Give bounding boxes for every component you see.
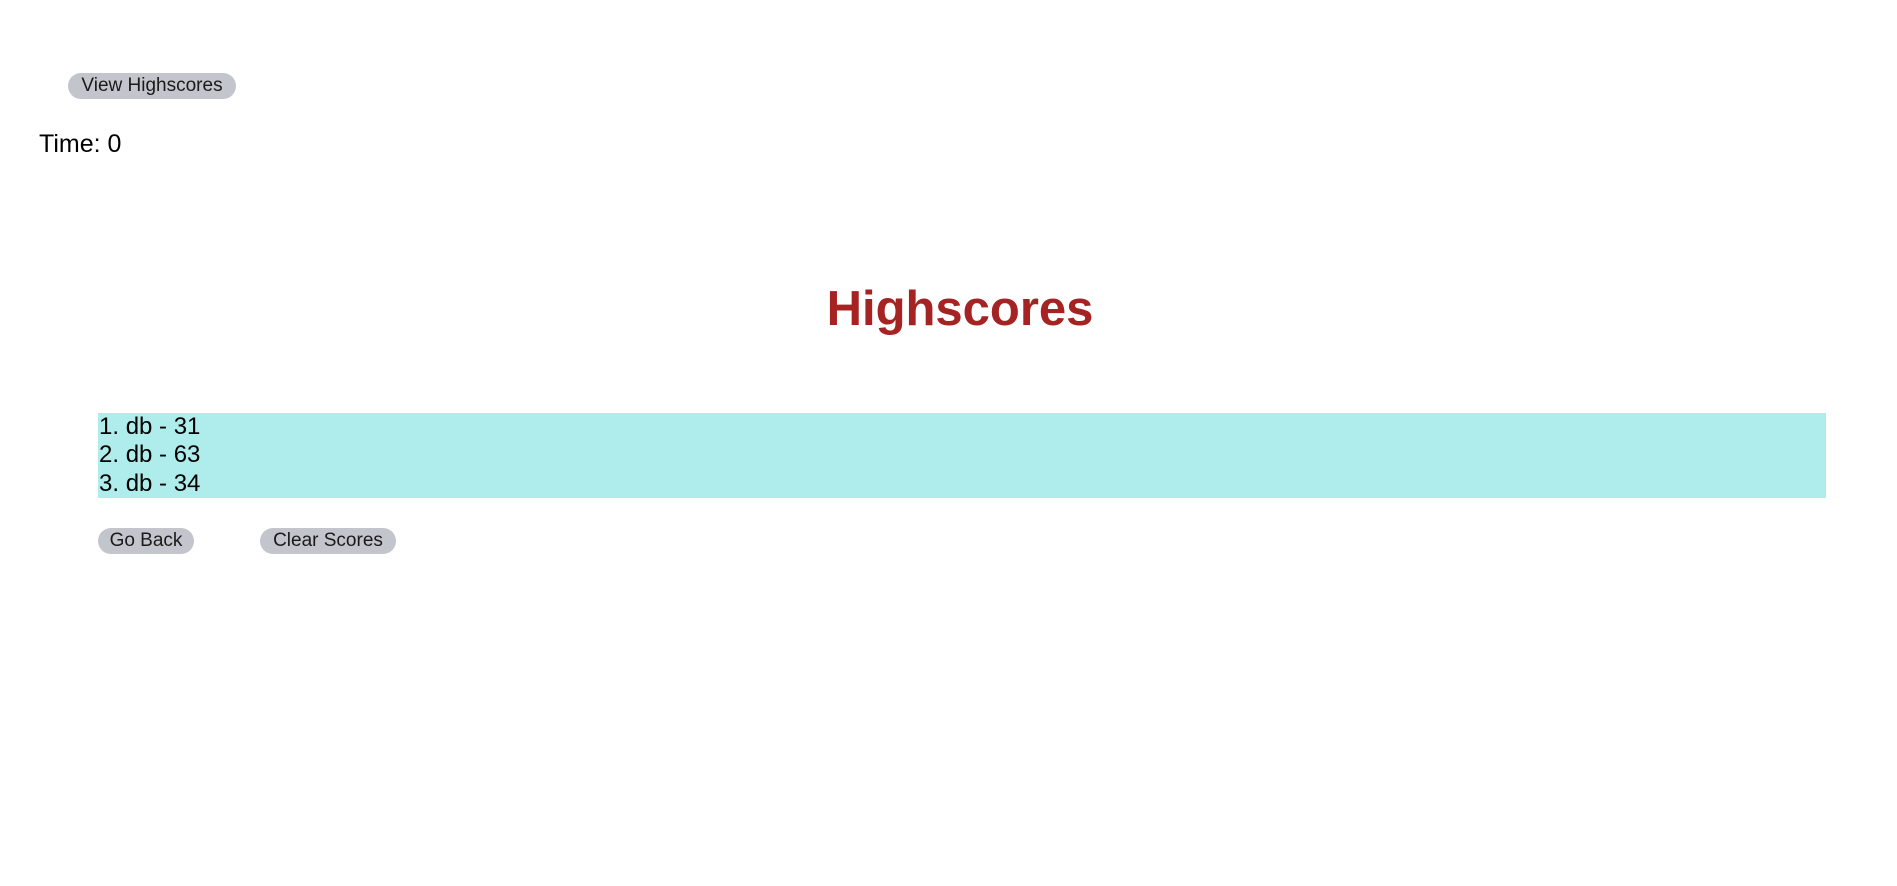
score-entry: db - 63 (125, 441, 201, 469)
list-item: 3. db - 34 (98, 470, 1826, 498)
score-entry: db - 31 (125, 413, 201, 440)
score-rank: 2. (99, 441, 120, 469)
score-rank: 3. (99, 469, 120, 497)
timer-label: Time: (39, 130, 108, 158)
clear-scores-button[interactable]: Clear Scores (260, 528, 396, 554)
score-rank: 1. (99, 413, 120, 440)
list-item: 2. db - 63 (98, 441, 1826, 469)
score-entry: db - 34 (125, 469, 201, 497)
timer-value: 0 (107, 130, 122, 158)
go-back-button[interactable]: Go Back (98, 528, 194, 554)
timer: Time: 0 (39, 129, 121, 159)
highscore-list: 1. db - 31 2. db - 63 3. db - 34 (98, 413, 1826, 498)
page-title: Highscores (826, 282, 1094, 336)
view-highscores-button[interactable]: View Highscores (68, 73, 236, 99)
list-item: 1. db - 31 (98, 413, 1826, 441)
